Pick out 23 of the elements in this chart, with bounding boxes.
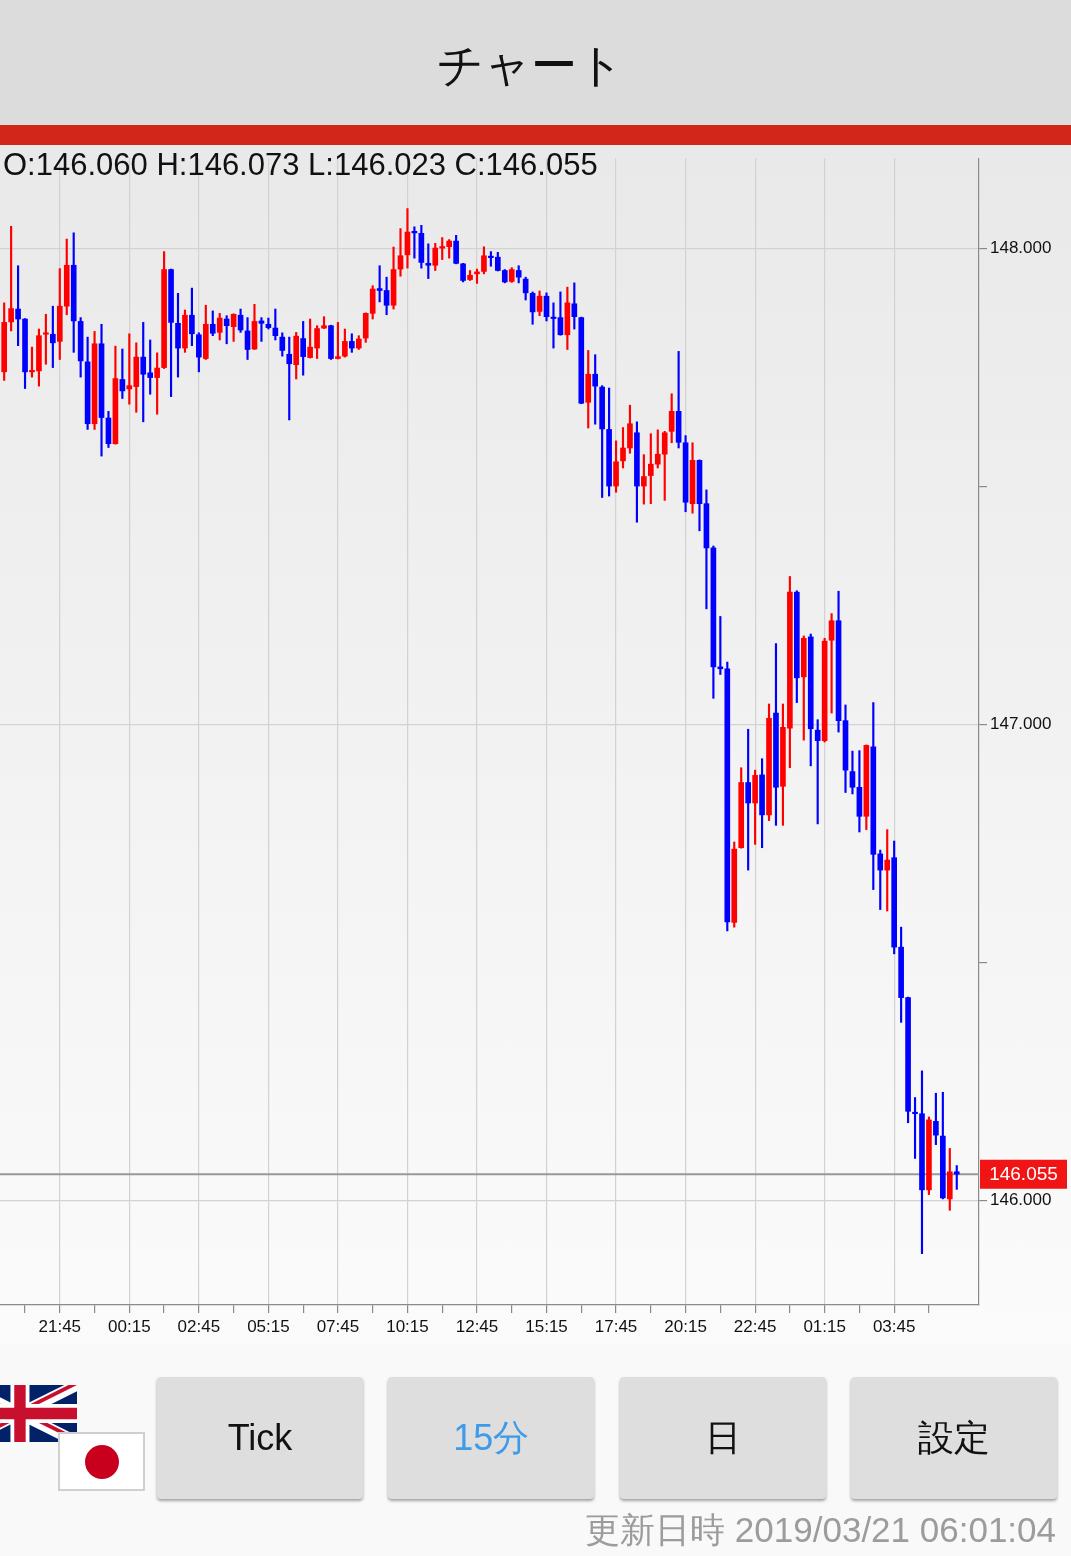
- y-tick-label: 148.000: [990, 238, 1052, 258]
- x-tick-label: 05:15: [247, 1316, 290, 1336]
- x-tick-label: 17:45: [594, 1316, 638, 1336]
- text: 更新日時 2019/03/21 06:01:04: [585, 1509, 1056, 1551]
- chart-subtitle: O:146.060 H:146.073 L:146.023 C:146.055: [3, 147, 598, 183]
- x-tick-label: 12:45: [455, 1316, 499, 1336]
- button[interactable]: Tick: [157, 1377, 363, 1499]
- ref-line-label: 146.055: [989, 1163, 1058, 1185]
- y-tick-label: 147.000: [990, 714, 1052, 734]
- x-tick-label: 02:45: [177, 1316, 221, 1336]
- x-tick-label: 10:15: [386, 1316, 429, 1336]
- x-tick-label: 03:45: [872, 1316, 916, 1336]
- button[interactable]: 日: [619, 1377, 826, 1499]
- x-tick-label: 07:45: [316, 1316, 360, 1336]
- x-tick-label: 22:45: [733, 1316, 777, 1336]
- x-tick-label: 15:15: [525, 1316, 568, 1336]
- x-tick-label: 00:15: [108, 1316, 151, 1336]
- y-tick-label: 146.000: [990, 1190, 1052, 1209]
- button[interactable]: 設定: [850, 1377, 1057, 1499]
- x-tick-label: 20:15: [664, 1316, 707, 1336]
- x-tick-label: 21:45: [38, 1316, 82, 1336]
- chart-title: チャート: [437, 37, 624, 91]
- x-tick-label: 01:15: [803, 1316, 846, 1336]
